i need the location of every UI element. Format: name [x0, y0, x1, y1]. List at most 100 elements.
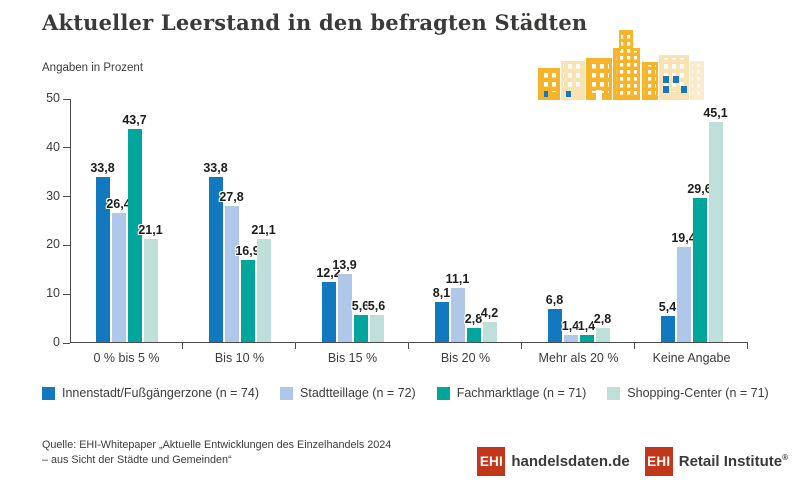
- bar-1-0: [111, 213, 126, 342]
- bar-2-4: [579, 335, 594, 342]
- legend-label: Stadtteillage (n = 72): [300, 386, 416, 400]
- bar-1-3: [450, 287, 465, 342]
- source-note: Quelle: EHI-Whitepaper „Aktuelle Entwick…: [42, 438, 391, 468]
- footer-logos: EHI handelsdaten.de EHI Retail Institute…: [477, 447, 788, 476]
- legend-item-1: Stadtteillage (n = 72): [280, 386, 416, 400]
- bar-3-1: [256, 239, 271, 342]
- legend-item-0: Innenstadt/Fußgängerzone (n = 74): [42, 386, 259, 400]
- x-axis-category-label: 0 % bis 5 %: [93, 351, 160, 365]
- x-axis-tick: [521, 343, 522, 349]
- x-axis-tick: [408, 343, 409, 349]
- bar-value-label: 1,4: [561, 319, 580, 334]
- bar-2-3: [466, 328, 481, 342]
- x-axis-category-label: Mehr als 20 %: [538, 351, 619, 365]
- x-axis-tick: [295, 343, 296, 349]
- ehi-logo-mark: EHI: [477, 447, 506, 476]
- x-axis-category-label: Bis 10 %: [214, 351, 265, 365]
- source-line-2: – aus Sicht der Städte und Gemeinden“: [42, 454, 232, 467]
- city-skyline-illustration: [538, 30, 704, 100]
- bar-value-label: 2,8: [464, 312, 483, 327]
- bar-chart-plot-area: 0 10 20 30 40 50 0 % bis 5 % Bis 10 % Bis 15 % Bi…: [46, 91, 748, 365]
- y-axis-tick: [63, 293, 70, 295]
- y-axis-tick-label: 0: [53, 335, 60, 349]
- bar-value-label: 45,1: [703, 105, 728, 120]
- bar-value-label: 4,2: [480, 305, 499, 320]
- bar-2-0: [127, 128, 142, 342]
- legend-swatch-icon: [436, 386, 450, 400]
- bar-value-label: 19,4: [671, 231, 696, 246]
- bar-value-label: 13,9: [332, 258, 357, 273]
- bar-value-label: 27,8: [219, 190, 244, 205]
- y-axis-tick: [63, 147, 70, 149]
- x-axis-tick: [634, 343, 635, 349]
- bar-0-2: [321, 282, 336, 342]
- x-axis-category-label: Keine Angabe: [652, 351, 731, 365]
- x-axis-line: [70, 342, 748, 343]
- bar-2-2: [353, 314, 368, 342]
- logo-handelsdaten-text: handelsdaten.de: [511, 453, 630, 470]
- bar-value-label: 6,8: [545, 292, 564, 307]
- legend-swatch-icon: [607, 386, 621, 400]
- bar-0-1: [208, 177, 223, 342]
- bar-value-label: 29,6: [687, 181, 712, 196]
- source-line-1: Quelle: EHI-Whitepaper „Aktuelle Entwick…: [42, 439, 392, 451]
- y-axis-tick: [63, 342, 70, 344]
- bar-3-5: [708, 121, 723, 342]
- bar-0-4: [547, 308, 562, 342]
- bar-3-0: [143, 239, 158, 342]
- logo-handelsdaten: EHI handelsdaten.de: [477, 447, 630, 476]
- y-axis-tick: [63, 244, 70, 246]
- bar-value-label: 21,1: [138, 223, 163, 238]
- y-axis-tick: [63, 98, 70, 100]
- y-axis-line: [70, 99, 71, 343]
- legend-label: Fachmarktlage (n = 71): [456, 386, 587, 400]
- logo-ehi-retail-institute: EHI Retail Institute®: [644, 447, 788, 476]
- chart-subtitle: Angaben in Prozent: [42, 62, 144, 74]
- bar-value-label: 2,8: [593, 312, 612, 327]
- x-axis-category-label: Bis 15 %: [327, 351, 378, 365]
- y-axis-tick-label: 10: [46, 286, 60, 301]
- bar-value-label: 26,4: [106, 197, 131, 212]
- bar-value-label: 12,2: [316, 266, 341, 281]
- bar-3-3: [482, 321, 497, 342]
- x-axis-tick: [182, 343, 183, 349]
- logo-retail-institute-text: Retail Institute®: [679, 453, 788, 470]
- legend-swatch-icon: [42, 386, 55, 400]
- y-axis-tick: [63, 196, 70, 198]
- bar-0-5: [660, 315, 675, 342]
- y-axis-tick-label: 20: [46, 237, 60, 252]
- legend-item-3: Shopping-Center (n = 71): [607, 386, 769, 400]
- y-axis-tick-label: 50: [46, 91, 60, 105]
- legend-label: Innenstadt/Fußgängerzone (n = 74): [62, 386, 260, 400]
- x-axis-tick: [747, 343, 748, 349]
- bar-value-label: 16,9: [235, 243, 260, 258]
- bar-value-label: 5,6: [351, 298, 370, 313]
- bar-0-3: [434, 302, 449, 342]
- bar-value-label: 5,4: [658, 299, 677, 314]
- bar-value-label: 1,4: [577, 319, 596, 334]
- bar-0-0: [95, 177, 110, 342]
- bar-1-2: [337, 274, 352, 342]
- ehi-logo-mark: EHI: [644, 447, 673, 476]
- y-axis-tick-label: 30: [46, 188, 60, 203]
- bar-value-label: 21,1: [251, 223, 276, 238]
- bar-2-1: [240, 259, 255, 342]
- bar-value-label: 33,8: [90, 161, 115, 176]
- x-axis-category-label: Bis 20 %: [440, 351, 491, 365]
- bar-3-4: [595, 328, 610, 342]
- page-title: Aktueller Leerstand in den befragten Stä…: [42, 10, 588, 35]
- bar-value-label: 11,1: [445, 271, 470, 286]
- bar-value-label: 43,7: [122, 112, 147, 127]
- legend-label: Shopping-Center (n = 71): [627, 386, 769, 400]
- bar-1-5: [676, 247, 691, 342]
- legend-item-2: Fachmarktlage (n = 71): [436, 386, 587, 400]
- bar-value-label: 33,8: [203, 161, 228, 176]
- bar-1-4: [563, 335, 578, 342]
- legend-swatch-icon: [280, 386, 294, 400]
- bar-1-1: [224, 206, 239, 342]
- chart-legend: Innenstadt/Fußgängerzone (n = 74) Stadtte…: [42, 386, 769, 400]
- bar-value-label: 8,1: [432, 286, 451, 301]
- bar-2-5: [692, 197, 707, 342]
- bar-value-label: 5,6: [367, 298, 386, 313]
- y-axis-tick-label: 40: [46, 139, 60, 154]
